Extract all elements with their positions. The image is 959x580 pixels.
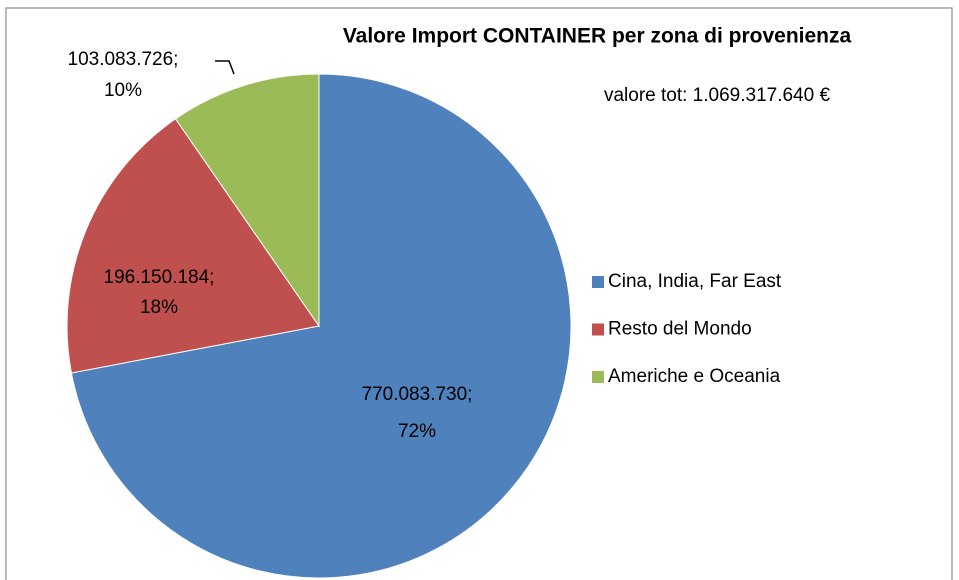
pie-slice — [70, 73, 572, 579]
chart-subtitle: valore tot: 1.069.317.640 € — [604, 85, 830, 106]
data-label: 196.150.184; — [104, 267, 215, 288]
data-label: 770.083.730; — [362, 384, 473, 405]
legend-swatch — [592, 323, 604, 336]
legend-swatch — [592, 371, 604, 383]
chart-title: Valore Import CONTAINER per zona di prov… — [343, 25, 852, 48]
legend-swatch — [592, 276, 604, 288]
percent-label: 18% — [140, 297, 178, 318]
legend-label: Cina, India, Far East — [608, 271, 782, 292]
data-label: 103.083.726; — [68, 49, 179, 70]
legend-label: Resto del Mondo — [608, 319, 752, 340]
pie-slice — [66, 118, 320, 374]
percent-label: 72% — [398, 421, 436, 442]
leader-line — [215, 60, 235, 75]
pie-slice — [174, 73, 320, 328]
percent-label: 10% — [104, 80, 142, 101]
legend-label: Americhe e Oceania — [608, 366, 781, 387]
